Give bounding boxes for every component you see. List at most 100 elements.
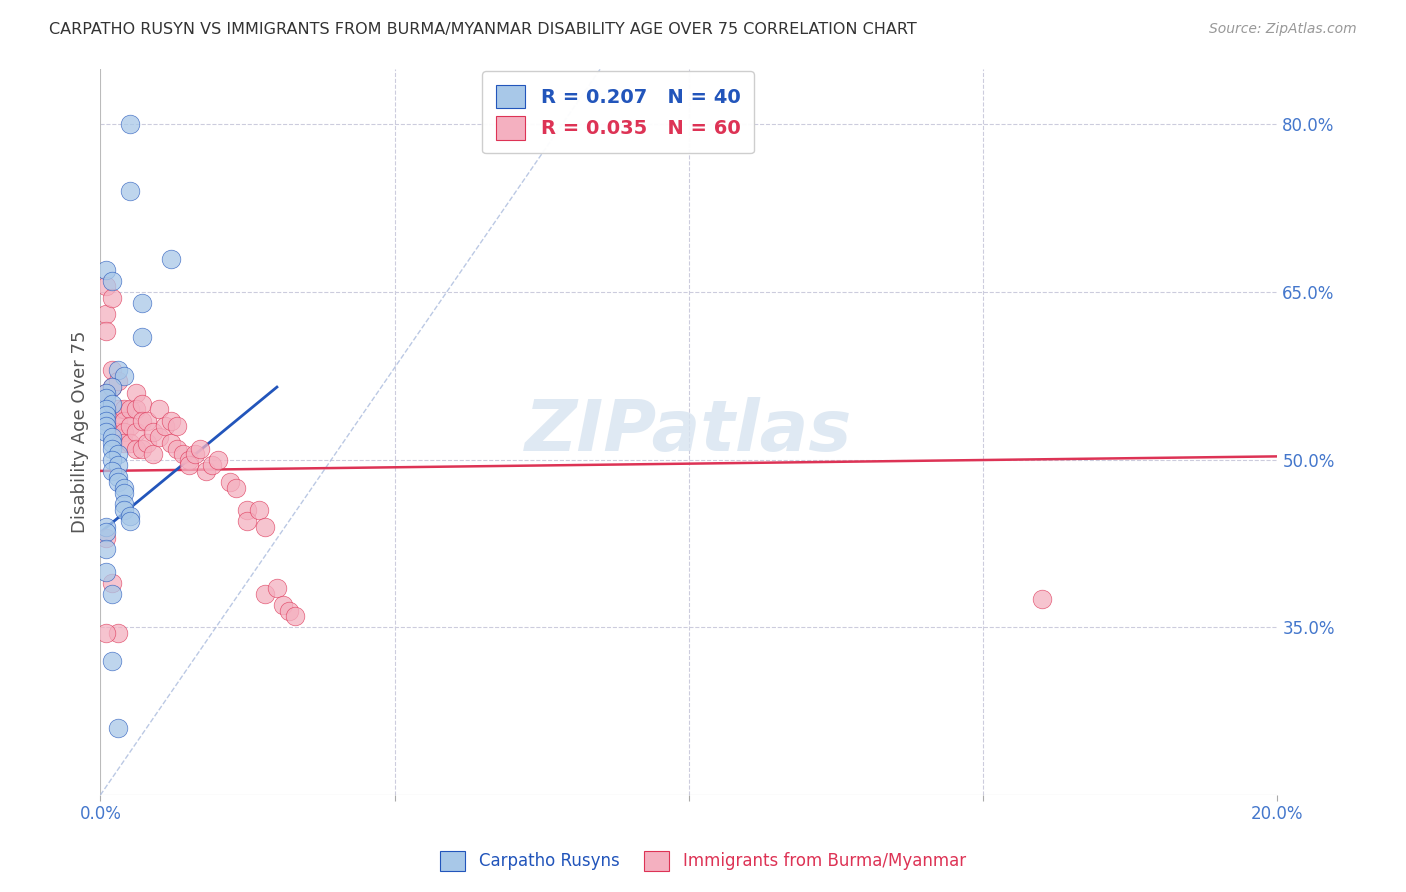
Point bbox=[107, 626, 129, 640]
Point bbox=[96, 279, 118, 293]
Point bbox=[107, 447, 129, 461]
Point bbox=[142, 425, 165, 439]
Point bbox=[266, 582, 288, 596]
Point bbox=[112, 425, 135, 439]
Point bbox=[96, 520, 118, 534]
Point bbox=[96, 542, 118, 557]
Point bbox=[118, 419, 141, 434]
Point bbox=[107, 363, 129, 377]
Point bbox=[236, 503, 259, 517]
Point bbox=[190, 442, 212, 456]
Point bbox=[101, 380, 124, 394]
Point bbox=[96, 262, 118, 277]
Point bbox=[284, 609, 307, 624]
Point bbox=[148, 402, 170, 417]
Point bbox=[101, 442, 124, 456]
Point bbox=[107, 414, 129, 428]
Point bbox=[96, 525, 118, 540]
Point bbox=[101, 430, 124, 444]
Point bbox=[166, 442, 188, 456]
Point bbox=[96, 385, 118, 400]
Point bbox=[101, 274, 124, 288]
Point bbox=[124, 385, 146, 400]
Point bbox=[218, 475, 240, 489]
Point bbox=[136, 436, 159, 450]
Point bbox=[160, 252, 183, 266]
Point bbox=[153, 419, 176, 434]
Point bbox=[131, 414, 153, 428]
Point bbox=[118, 402, 141, 417]
Point bbox=[96, 402, 118, 417]
Text: ZIPatlas: ZIPatlas bbox=[526, 397, 852, 467]
Point bbox=[107, 475, 129, 489]
Point bbox=[96, 324, 118, 338]
Point bbox=[254, 520, 277, 534]
Point bbox=[101, 436, 124, 450]
Point bbox=[160, 436, 183, 450]
Point bbox=[107, 375, 129, 389]
Point bbox=[96, 425, 118, 439]
Point bbox=[277, 604, 299, 618]
Point bbox=[254, 587, 277, 601]
Point bbox=[201, 458, 224, 473]
Point bbox=[101, 464, 124, 478]
Point bbox=[96, 565, 118, 579]
Point bbox=[118, 436, 141, 450]
Point bbox=[112, 402, 135, 417]
Point bbox=[96, 626, 118, 640]
Point bbox=[177, 452, 200, 467]
Point bbox=[101, 654, 124, 668]
Point bbox=[166, 419, 188, 434]
Point bbox=[172, 447, 194, 461]
Point bbox=[160, 414, 183, 428]
Point bbox=[101, 575, 124, 590]
Point bbox=[101, 587, 124, 601]
Point bbox=[177, 458, 200, 473]
Point bbox=[131, 442, 153, 456]
Legend: R = 0.207   N = 40, R = 0.035   N = 60: R = 0.207 N = 40, R = 0.035 N = 60 bbox=[482, 71, 754, 153]
Point bbox=[131, 397, 153, 411]
Point bbox=[112, 481, 135, 495]
Text: CARPATHO RUSYN VS IMMIGRANTS FROM BURMA/MYANMAR DISABILITY AGE OVER 75 CORRELATI: CARPATHO RUSYN VS IMMIGRANTS FROM BURMA/… bbox=[49, 22, 917, 37]
Point bbox=[107, 458, 129, 473]
Point bbox=[118, 185, 141, 199]
Point bbox=[183, 447, 205, 461]
Point bbox=[101, 397, 124, 411]
Point bbox=[107, 425, 129, 439]
Point bbox=[236, 514, 259, 528]
Point bbox=[148, 430, 170, 444]
Point bbox=[112, 414, 135, 428]
Point bbox=[118, 508, 141, 523]
Point bbox=[96, 391, 118, 405]
Point bbox=[131, 330, 153, 344]
Point bbox=[101, 380, 124, 394]
Point bbox=[142, 447, 165, 461]
Point bbox=[107, 402, 129, 417]
Point bbox=[101, 291, 124, 305]
Point bbox=[225, 481, 247, 495]
Point bbox=[112, 498, 135, 512]
Point bbox=[1031, 592, 1053, 607]
Legend: Carpatho Rusyns, Immigrants from Burma/Myanmar: Carpatho Rusyns, Immigrants from Burma/M… bbox=[432, 842, 974, 880]
Point bbox=[112, 486, 135, 500]
Point bbox=[101, 363, 124, 377]
Point bbox=[118, 514, 141, 528]
Point bbox=[96, 385, 118, 400]
Point bbox=[112, 436, 135, 450]
Point bbox=[207, 452, 229, 467]
Point bbox=[96, 307, 118, 321]
Point bbox=[112, 503, 135, 517]
Point bbox=[131, 296, 153, 310]
Point bbox=[118, 117, 141, 131]
Point bbox=[124, 442, 146, 456]
Point bbox=[107, 721, 129, 735]
Point bbox=[96, 414, 118, 428]
Point bbox=[107, 469, 129, 483]
Point bbox=[96, 419, 118, 434]
Point bbox=[247, 503, 270, 517]
Point bbox=[101, 452, 124, 467]
Point bbox=[136, 414, 159, 428]
Point bbox=[96, 531, 118, 545]
Point bbox=[195, 464, 218, 478]
Point bbox=[271, 598, 294, 612]
